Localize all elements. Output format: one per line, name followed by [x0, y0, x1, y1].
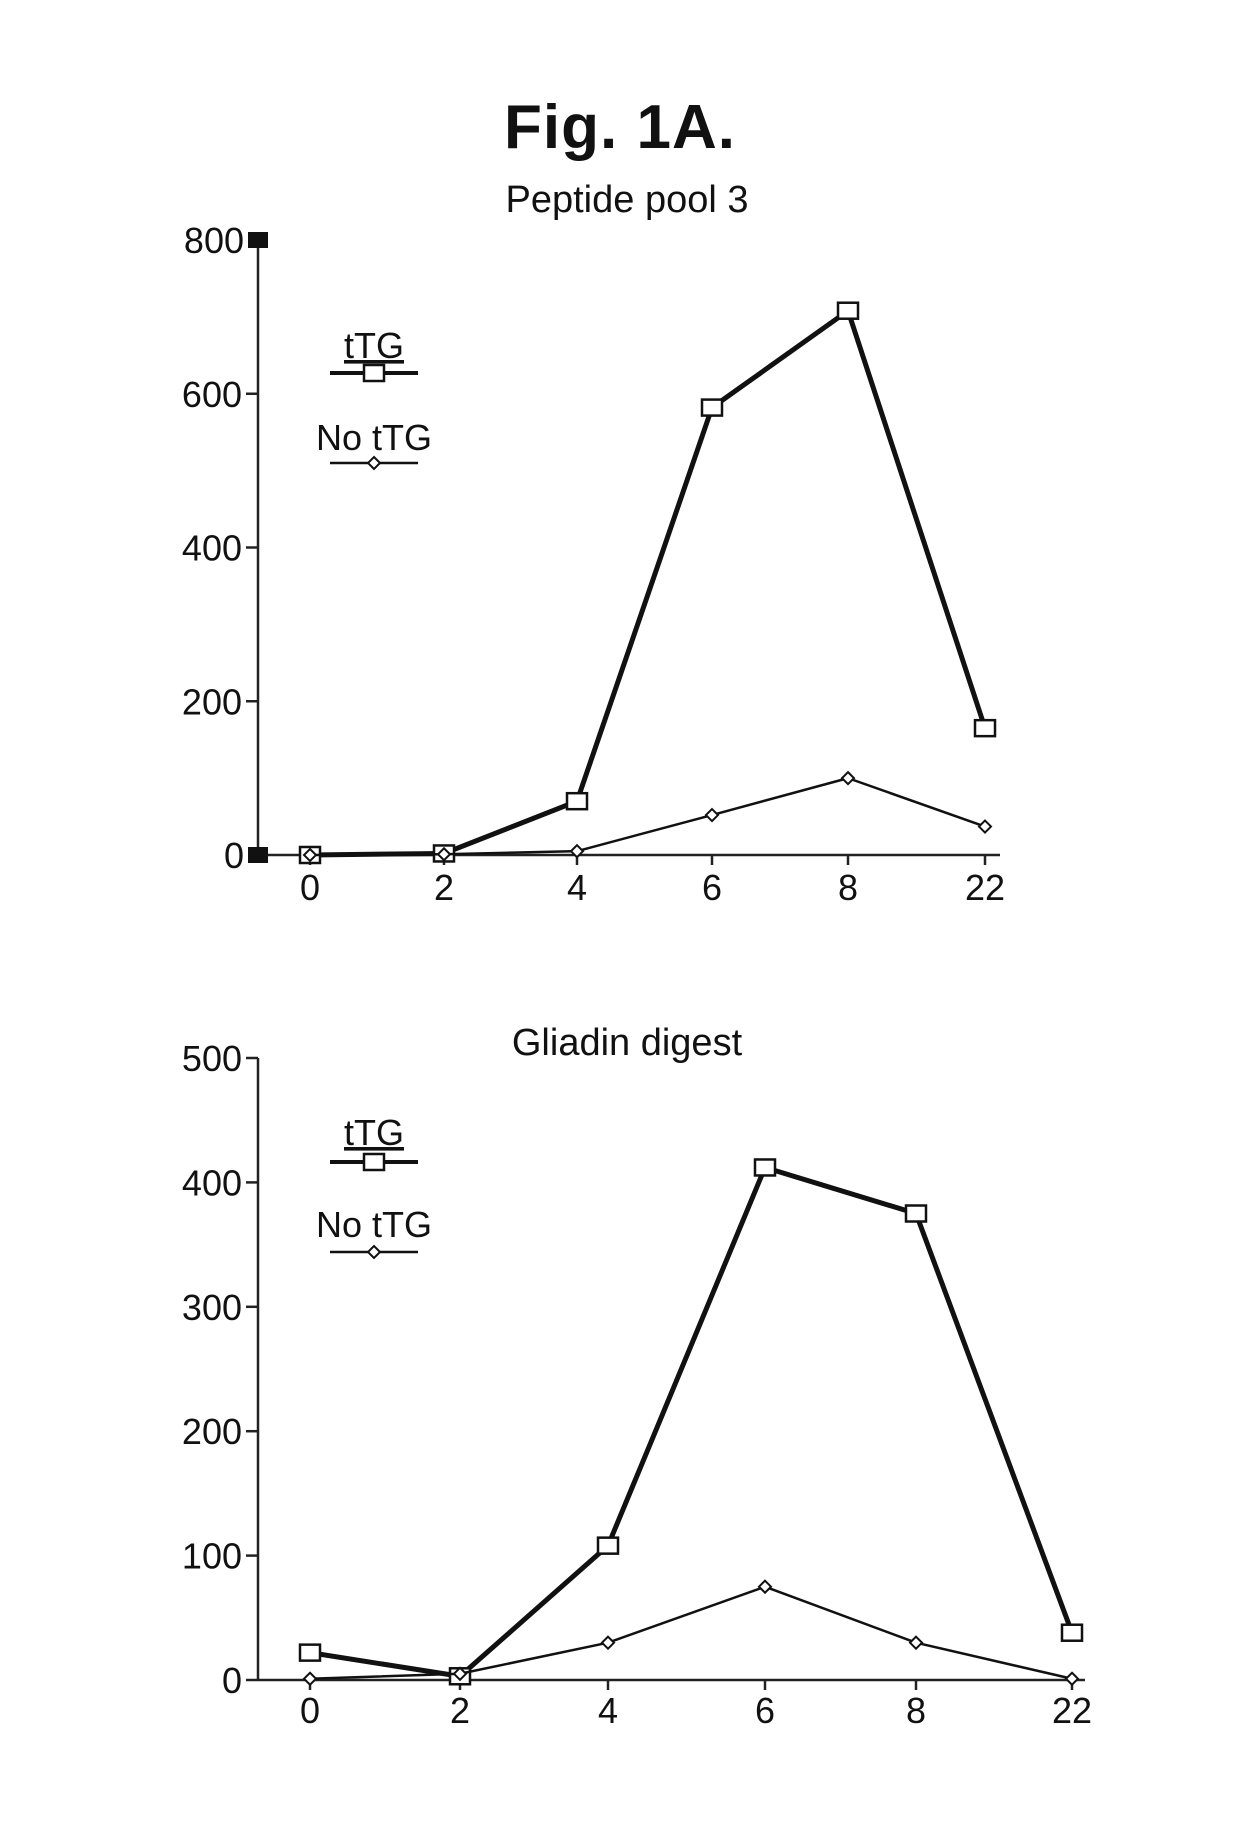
data-point-square: [755, 1159, 775, 1175]
data-point-diamond: [910, 1637, 922, 1649]
x-tick-label: 22: [1052, 1690, 1092, 1731]
data-point-square: [906, 1206, 926, 1222]
x-tick-label: 2: [450, 1690, 470, 1731]
data-point-diamond: [759, 1581, 771, 1593]
chart-title: Gliadin digest: [512, 1022, 743, 1064]
x-tick-label: 4: [598, 1690, 618, 1731]
series-line-no-ttg: [310, 1587, 1072, 1679]
x-tick-label: 6: [755, 1690, 775, 1731]
data-point-square: [1062, 1625, 1082, 1641]
y-tick-label: 200: [182, 1411, 242, 1452]
data-point-diamond: [1066, 1673, 1078, 1685]
y-tick-label: 500: [182, 1038, 242, 1079]
data-point-diamond: [602, 1637, 614, 1649]
data-point-square: [300, 1645, 320, 1661]
y-tick-label: 300: [182, 1287, 242, 1328]
y-tick-label: 400: [182, 1162, 242, 1203]
data-point-diamond: [304, 1673, 316, 1685]
x-tick-label: 8: [906, 1690, 926, 1731]
data-point-square: [598, 1538, 618, 1554]
legend-label-ttg: tTG: [344, 1112, 404, 1153]
y-tick-label: 100: [182, 1536, 242, 1577]
y-tick-label: 0: [222, 1660, 242, 1701]
legend-marker-square: [364, 1154, 384, 1170]
legend-marker-diamond: [368, 1246, 380, 1258]
x-tick-label: 0: [300, 1690, 320, 1731]
legend-label-no-ttg: No tTG: [316, 1204, 432, 1245]
